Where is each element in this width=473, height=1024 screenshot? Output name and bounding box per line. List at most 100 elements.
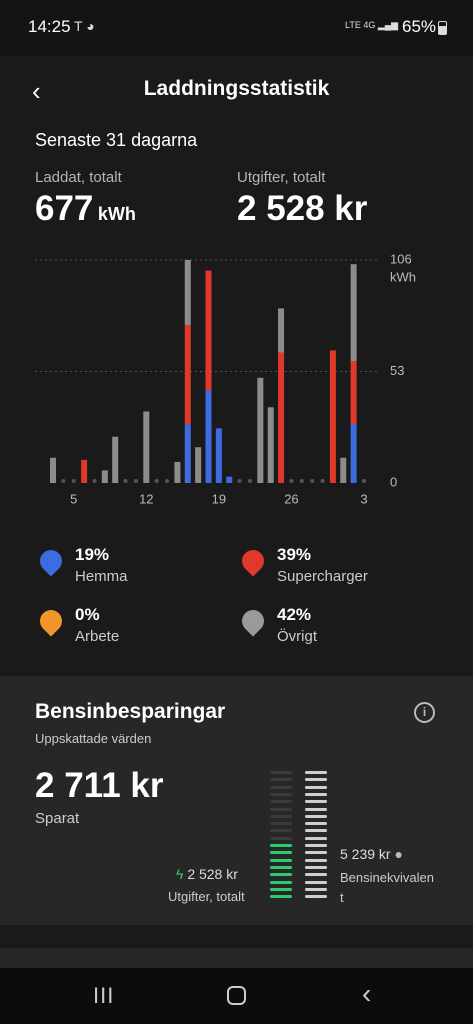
bar-segment [350,424,357,483]
legend-label: Arbete [75,628,120,645]
savings-card: Bensinbesparingar i Uppskattade värden 2… [0,676,473,925]
bar-segment [257,377,264,483]
back-button[interactable]: ‹ [32,76,41,106]
charged-label: Laddat, totalt [35,169,122,186]
empty-day-dot [71,479,76,483]
y-tick-label: 53 [390,363,404,378]
bar-segment [340,457,347,483]
gauge-segment [305,887,327,891]
chart: 0 53 106 kWh 5 12 19 26 3 [35,251,416,506]
empty-day-dot [133,479,138,483]
gauge-segment [270,778,292,782]
petrol-row: 5 239 kr ● [340,846,403,862]
cost-row: ϟ 2 528 kr [176,866,238,882]
gauge-segment [270,785,292,789]
page-title: Laddningsstatistik [143,77,330,100]
gauge-segment [305,778,327,782]
empty-day-dot [289,479,294,483]
empty-day-dot [310,479,315,483]
bar-segment [50,457,56,483]
x-tick-label: 19 [212,491,226,506]
gauge-segment [305,800,327,804]
charged-value: 677 [35,189,94,228]
empty-day-dot [362,479,366,483]
gauge-segment [305,865,327,869]
gauge-segment [270,792,292,796]
gauge-segment [270,836,292,840]
bar-segment [329,350,336,483]
savings-title: Bensinbesparingar [35,700,226,723]
battery-icon [438,21,447,35]
gauge-segment [305,822,327,826]
gauge-segment [270,822,292,826]
gauge-segment [305,829,327,833]
gauge-segment [305,814,327,818]
gauge-segment [270,865,292,869]
nav-home[interactable] [227,986,246,1005]
cost-label: Utgifter, totalt [237,169,326,186]
gauge-segment [305,836,327,840]
savings-cost-value: 2 528 kr [187,866,238,882]
bar-segment [195,447,202,483]
y-unit: kWh [390,269,416,284]
gauge-segment [270,873,292,877]
gauge-segment [270,829,292,833]
bar-segment [101,470,108,483]
legend-label: Hemma [75,568,128,585]
bar-segment [267,407,274,483]
status-bar: 14:25 T ◕ LTE 4G ▂▄▆ 65% [0,0,473,56]
saved-value: 2 711 kr [35,766,164,805]
bar-segment [184,260,191,326]
gauge-segment [305,771,327,774]
bar-segment [278,308,285,353]
gauge-segment [270,814,292,818]
legend-label: Övrigt [277,628,318,645]
gauge-segment [305,895,327,899]
petrol-label: Bensinekvivalent [340,870,434,905]
savings-subtitle: Uppskattade värden [35,731,152,746]
gauge-segment [270,800,292,804]
gauge-segment [305,844,327,847]
gauge-segment [305,880,327,884]
x-tick-label: 3 [360,491,367,506]
charged-total: 677 kWh [35,189,136,229]
period[interactable]: Senaste 31 dagarna [35,130,198,150]
charged-unit: kWh [97,204,136,224]
info-button[interactable]: i [414,702,435,723]
bar-segment [205,390,212,483]
legend-icon [35,605,67,637]
empty-day-dot [320,479,325,483]
bar-segment [112,436,119,483]
bar-segment [350,264,357,361]
savings-cost-label: Utgifter, totalt [168,889,245,904]
gauge-segment [270,851,292,855]
bar-segment [215,428,222,483]
gauge-segment [305,851,327,855]
gauge-segment [270,880,292,884]
nav-bar: III ‹ [0,968,473,1024]
empty-day-dot [299,479,304,483]
legend-icon [35,545,67,577]
gauge-segment [305,807,327,811]
nav-recent[interactable]: III [93,983,115,1008]
empty-day-dot [165,479,170,483]
empty-day-dot [247,479,252,483]
legend-label: Supercharger [277,568,368,585]
signal-icons: LTE 4G ▂▄▆ [345,20,399,30]
bar-segment [174,461,181,483]
gauge-segment [270,895,292,899]
legend-percent: 42% [277,605,312,624]
bar-segment [226,476,233,483]
gauge-segment [270,771,292,774]
gauge-segment [270,844,292,847]
y-tick-label: 0 [390,474,397,489]
empty-day-dot [123,479,128,483]
bar-segment [350,360,357,425]
nav-back[interactable]: ‹ [362,978,372,1009]
x-tick-label: 12 [139,491,153,506]
bar-segment [184,424,191,483]
gauge-segment [270,887,292,891]
petrol-value: 5 239 kr [340,846,391,862]
empty-day-dot [92,479,97,483]
bar-segment [81,459,88,483]
